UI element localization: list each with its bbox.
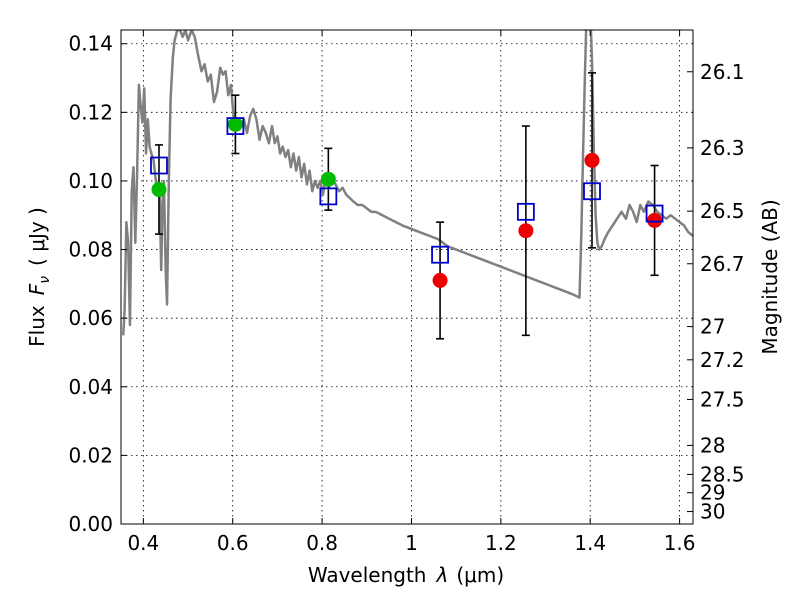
x-axis-title-prefix: Wavelength: [308, 563, 427, 587]
marker-layer: [150, 72, 664, 340]
plot-area: [121, 30, 693, 336]
observed-nir-point: [647, 212, 663, 228]
y-tick-label: 0.02: [68, 443, 113, 467]
x-tick-label: 0.8: [306, 531, 338, 555]
model-photometry-point: [516, 202, 535, 221]
observed-optical-point: [320, 171, 336, 187]
x-tick-label: 0.6: [217, 531, 249, 555]
x-axis-title-units: (μm): [456, 563, 504, 587]
model-spectrum-line: [121, 30, 693, 336]
mag-tick-label: 26.5: [700, 199, 745, 223]
y-tick-label: 0.12: [68, 100, 113, 124]
plot-frame: [120, 29, 694, 525]
y-tick-label: 0.06: [68, 306, 113, 330]
x-tick-label: 1.6: [664, 531, 696, 555]
y-tick-label: 0.14: [68, 32, 113, 56]
y-axis-flux: 0.00 0.02 0.04 0.06 0.08 0.10 0.12 0.14: [68, 32, 127, 536]
mag-tick-label: 26.3: [700, 136, 745, 160]
model-photometry-point: [645, 204, 664, 223]
y-axis-title-symbol: F: [25, 283, 49, 295]
observed-nir-point: [432, 272, 448, 288]
x-tick-label: 1.2: [485, 531, 517, 555]
mag-tick-label: 28.5: [700, 462, 745, 486]
observed-nir-point: [584, 152, 600, 168]
mag-tick-label: 27.2: [700, 348, 745, 372]
mag-tick-label: 27: [700, 315, 725, 339]
y-axis-title-units: ( μJy ): [25, 207, 49, 266]
y-axis-title: Flux Fν ( μJy ): [25, 207, 53, 347]
observed-optical-point: [227, 116, 243, 132]
x-tick-label: 1: [405, 531, 418, 555]
model-photometry-point: [583, 182, 601, 201]
observed-nir-point: [518, 223, 534, 239]
mag-tick-label: 28: [700, 433, 725, 457]
y-tick-label: 0.04: [68, 375, 113, 399]
mag-tick-label: 26.7: [700, 252, 745, 276]
grid-lines: [121, 30, 693, 525]
x-tick-label: 0.4: [127, 531, 159, 555]
mag-tick-label: 29: [700, 481, 725, 505]
y-tick-label: 0.10: [68, 169, 113, 193]
y-axis-title-prefix: Flux: [25, 305, 49, 347]
x-axis: 0.4 0.6 0.8 1 1.2 1.4 1.6: [127, 30, 696, 555]
mag-tick-label: 26.1: [700, 60, 745, 84]
x-axis-title: Wavelength λ (μm): [308, 563, 504, 587]
y-axis-title-subscript: ν: [37, 276, 53, 284]
model-photometry-point: [226, 117, 245, 135]
mag-tick-label: 27.5: [700, 387, 745, 411]
y-tick-label: 0.08: [68, 238, 113, 262]
y2-axis-title: Magnitude (AB): [758, 199, 782, 354]
observed-optical-point: [151, 182, 167, 198]
model-photometry-point: [431, 245, 449, 264]
y-tick-label: 0.00: [68, 512, 113, 536]
model-photometry-point: [150, 156, 168, 175]
x-axis-title-symbol: λ: [436, 563, 449, 587]
x-tick-label: 1.4: [574, 531, 606, 555]
mag-tick-label: 30: [700, 500, 725, 524]
model-photometry-point: [319, 187, 338, 206]
